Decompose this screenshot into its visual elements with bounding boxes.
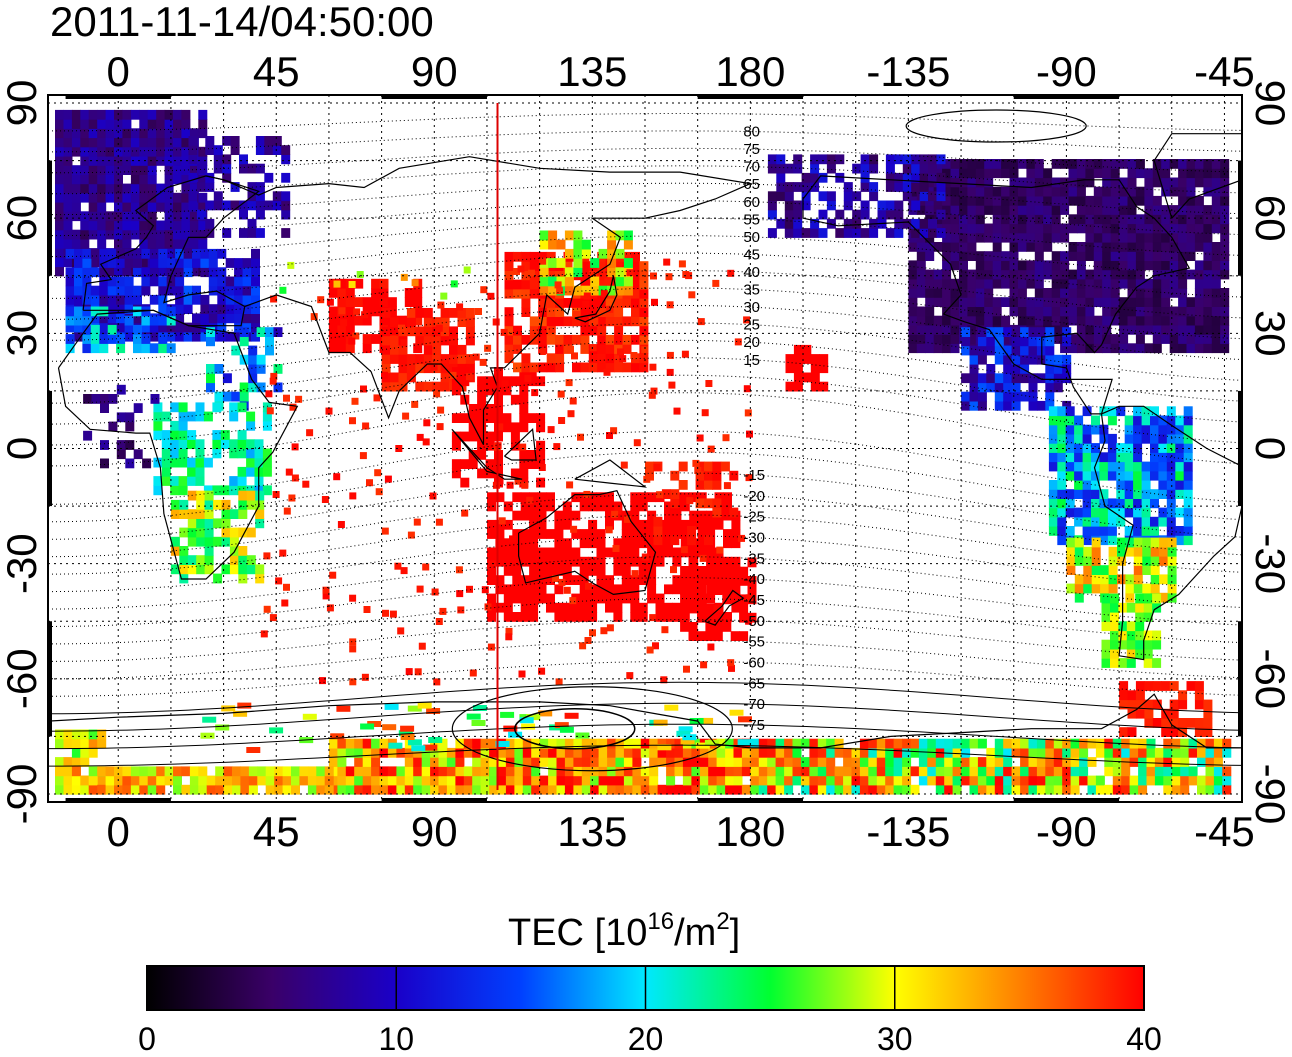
maglat-label: 50	[743, 229, 760, 246]
colorbar-tick-label: 10	[378, 1021, 414, 1057]
lon-tick-label-top: -45	[1194, 48, 1255, 95]
lon-tick-label-top: -90	[1036, 48, 1097, 95]
maglat-label: 15	[743, 352, 760, 369]
colorbar: TEC [1016/m2] 0 10 20 30 40	[138, 908, 1162, 1057]
lon-tick-label-top: 180	[715, 48, 785, 95]
longitude-axis-top: 0 45 90 135 180 -135 -90 -45	[107, 48, 1255, 95]
maglat-label: -60	[743, 654, 765, 671]
lon-tick-label-top: 90	[411, 48, 458, 95]
lat-tick-label-right: 90	[1247, 80, 1292, 127]
lon-tick-label-bottom: -135	[866, 808, 950, 855]
colorbar-tick-label: 40	[1126, 1021, 1162, 1057]
latitude-axis-left: 90 60 30 0 -30 -60 -90	[0, 80, 45, 825]
lon-tick-label-bottom: 90	[411, 808, 458, 855]
lat-tick-label-right: 30	[1247, 310, 1292, 357]
maglat-label: 45	[743, 246, 760, 263]
lat-tick-label-left: 60	[0, 195, 45, 242]
coastlines	[48, 133, 1242, 749]
maglat-label: 70	[743, 159, 760, 176]
maglat-label: 55	[743, 211, 760, 228]
lon-tick-label-top: 135	[557, 48, 627, 95]
maglat-label: -30	[743, 529, 765, 546]
lon-tick-label-top: 0	[107, 48, 130, 95]
magnetic-latitude-contours	[48, 109, 1242, 772]
frame-ticks	[48, 95, 1242, 802]
maglat-label: 20	[743, 334, 760, 351]
colorbar-tick-label: 0	[138, 1021, 156, 1057]
longitude-axis-bottom: 0 45 90 135 180 -135 -90 -45	[107, 808, 1255, 855]
maglat-label: 80	[743, 124, 760, 141]
colorbar-title: TEC [1016/m2]	[508, 908, 740, 954]
colorbar-ticks: 0 10 20 30 40	[138, 966, 1162, 1057]
lat-tick-label-right: -60	[1247, 648, 1292, 709]
maglat-label: 60	[743, 194, 760, 211]
colorbar-tick-label: 20	[628, 1021, 664, 1057]
lon-tick-label-bottom: 0	[107, 808, 130, 855]
lon-tick-label-bottom: 135	[557, 808, 627, 855]
maglat-label: -45	[743, 592, 765, 609]
maglat-label: 40	[743, 264, 760, 281]
lat-tick-label-left: -90	[0, 764, 45, 825]
lat-tick-label-right: -90	[1247, 764, 1292, 825]
lat-tick-label-right: -30	[1247, 533, 1292, 594]
lon-tick-label-bottom: 180	[715, 808, 785, 855]
lat-tick-label-left: -60	[0, 648, 45, 709]
lat-tick-label-left: 90	[0, 80, 45, 127]
lat-tick-label-left: 0	[0, 437, 45, 460]
timestamp-title: 2011-11-14/04:50:00	[50, 0, 434, 45]
maglat-label: -55	[743, 634, 765, 651]
maglat-label: -75	[743, 717, 765, 734]
lat-tick-label-right: 0	[1247, 437, 1292, 460]
maglat-label: -20	[743, 488, 765, 505]
lon-tick-label-bottom: 45	[253, 808, 300, 855]
maglat-label: 35	[743, 282, 760, 299]
maglat-label: 65	[743, 176, 760, 193]
maglat-label: -40	[743, 571, 765, 588]
lon-tick-label-top: 45	[253, 48, 300, 95]
maglat-label: -70	[743, 696, 765, 713]
lon-tick-label-bottom: -90	[1036, 808, 1097, 855]
lon-tick-label-bottom: -45	[1194, 808, 1255, 855]
maglat-label: -65	[743, 675, 765, 692]
latitude-axis-right: 90 60 30 0 -30 -60 -90	[1247, 80, 1292, 825]
lat-tick-label-right: 60	[1247, 195, 1292, 242]
maglat-label: -35	[743, 550, 765, 567]
lat-tick-label-left: -30	[0, 533, 45, 594]
tec-data-layer	[55, 109, 1232, 795]
maglat-label: -15	[743, 467, 765, 484]
lon-tick-label-top: -135	[866, 48, 950, 95]
maglat-label: 25	[743, 317, 760, 334]
maglat-label: 75	[743, 141, 760, 158]
maglat-label: 30	[743, 299, 760, 316]
maglat-label: -25	[743, 509, 765, 526]
colorbar-tick-label: 30	[877, 1021, 913, 1057]
maglat-label: -50	[743, 613, 765, 630]
lat-tick-label-left: 30	[0, 310, 45, 357]
